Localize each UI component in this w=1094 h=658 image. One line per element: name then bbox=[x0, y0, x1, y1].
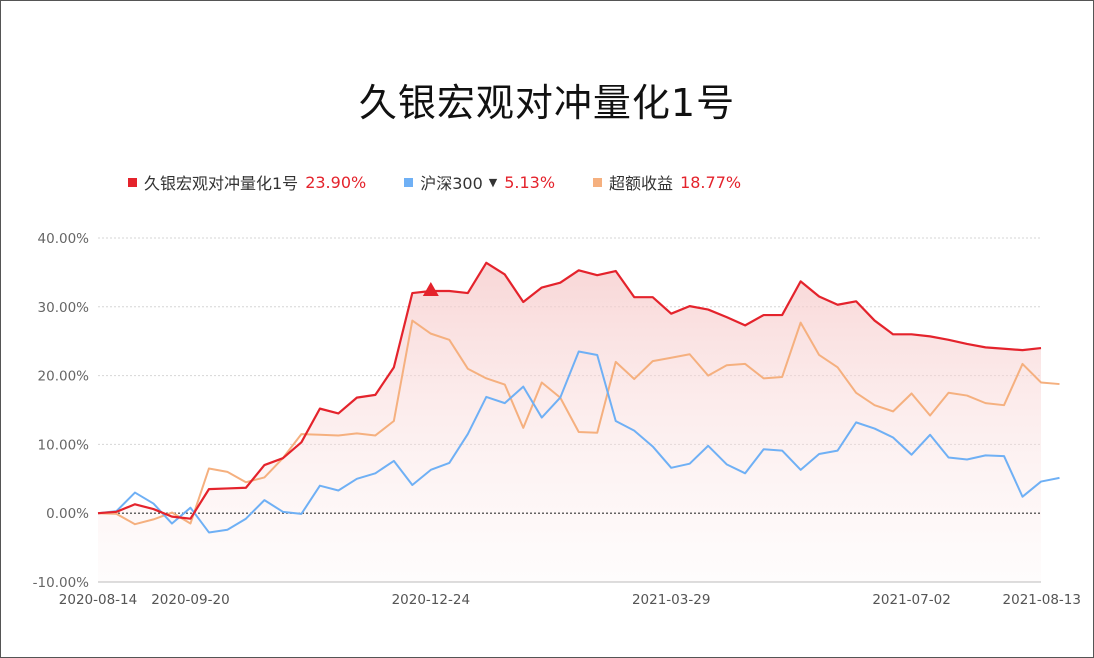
legend-swatch-index bbox=[404, 177, 414, 187]
legend-value-index: 5.13% bbox=[504, 172, 556, 192]
legend-swatch-excess bbox=[593, 177, 603, 187]
legend-label-fund: 久银宏观对冲量化1号 bbox=[144, 174, 299, 193]
legend-value-fund: 23.90% bbox=[305, 172, 367, 192]
x-tick-label: 2020-12-24 bbox=[392, 592, 470, 608]
fund-line bbox=[97, 261, 1042, 520]
legend-item-fund[interactable]: 久银宏观对冲量化1号 23.90% bbox=[128, 170, 366, 194]
fund-area-fill bbox=[98, 262, 1041, 582]
y-tick-label: -10.00% bbox=[33, 575, 90, 591]
y-tick-label: 0.00% bbox=[46, 506, 89, 522]
legend-label-index: 沪深300 bbox=[420, 174, 483, 193]
x-tick-label: 2021-07-02 bbox=[872, 592, 950, 608]
y-tick-label: 20.00% bbox=[38, 369, 90, 385]
y-tick-label: 10.00% bbox=[38, 437, 90, 453]
legend-label-excess: 超额收益 bbox=[609, 174, 674, 193]
chart-title: 久银宏观对冲量化1号 bbox=[358, 81, 736, 125]
x-tick-label: 2020-09-20 bbox=[151, 592, 229, 608]
legend-value-excess: 18.77% bbox=[680, 172, 742, 192]
chart-legend: 久银宏观对冲量化1号 23.90% 沪深300 ▼ 5.13% 超额收益 18.… bbox=[128, 170, 779, 194]
legend-item-excess[interactable]: 超额收益 18.77% bbox=[593, 170, 741, 194]
legend-swatch-fund bbox=[128, 177, 137, 187]
x-tick-label: 2021-03-29 bbox=[632, 592, 710, 608]
y-tick-label: 30.00% bbox=[38, 300, 90, 316]
y-tick-label: 40.00% bbox=[38, 231, 90, 247]
index-line bbox=[97, 350, 1060, 534]
legend-item-index[interactable]: 沪深300 ▼ 5.13% bbox=[404, 170, 555, 194]
excess-line bbox=[97, 319, 1060, 526]
x-tick-label: 2021-08-13 bbox=[1003, 592, 1081, 608]
x-tick-label: 2020-08-14 bbox=[59, 592, 137, 608]
dropdown-triangle-icon[interactable]: ▼ bbox=[488, 175, 498, 189]
peak-marker-triangle bbox=[422, 281, 439, 296]
